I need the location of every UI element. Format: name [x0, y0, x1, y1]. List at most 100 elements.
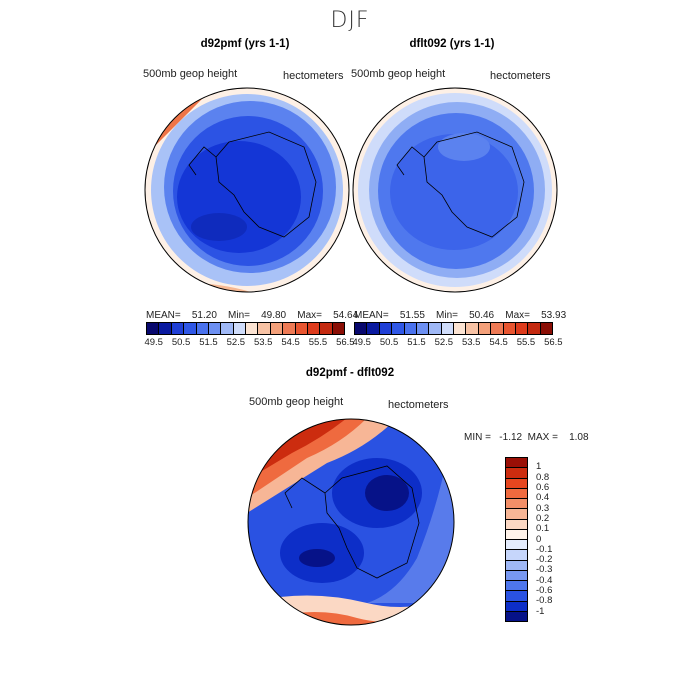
panel2-colorbar-swatch	[441, 323, 454, 334]
panel2-colorbar-swatch	[392, 323, 405, 334]
panel2-colorbar-tick-label: 56.5	[544, 337, 563, 348]
panel3-colorbar-label: 0.8	[536, 471, 550, 483]
panel3-low-west-core	[299, 549, 335, 567]
panel3-colorbar-label: 0	[536, 533, 542, 545]
panel3-colorbar-labels: 1 0.8 0.6 0.4 0.3 0.2 0.1 0 -0.1 -0.2 -0.3 -0.4 -0.6…	[536, 457, 576, 627]
panel1-colorbar-swatch	[270, 323, 284, 334]
panel2-ridge	[438, 133, 490, 161]
panel3-colorbar-swatch	[506, 488, 527, 499]
panel3-colorbar-swatch	[506, 540, 527, 551]
panel2-colorbar	[354, 322, 553, 335]
panel2-colorbar-swatch	[416, 323, 430, 334]
panel2-colorbar-swatch	[540, 323, 552, 334]
panel1-colorbar-swatch	[332, 323, 344, 334]
panel2-colorbar-swatch	[367, 323, 380, 334]
panel2-low	[390, 134, 518, 250]
panel1-colorbar-tick-label: 51.5	[199, 337, 218, 348]
panel1-colorbar-tick-label: 55.5	[308, 337, 328, 348]
panel2-colorbar-swatch	[404, 323, 417, 334]
panel3-peninsula	[284, 477, 326, 509]
panel2-colorbar-swatch	[515, 323, 529, 334]
panel1-colorbar	[146, 322, 345, 335]
panel3-colorbar-swatch	[506, 468, 527, 479]
panel3-colorbar	[505, 457, 528, 622]
panel1-deep-low	[191, 213, 247, 241]
panel2-colorbar-tick-label: 54.5	[489, 337, 508, 348]
panel2-mean: 51.55	[399, 310, 425, 321]
panel3-colorbar-label: 0.6	[536, 481, 550, 493]
panel1-map-border	[144, 87, 350, 293]
panel2-colorbar-tick-label: 53.5	[461, 337, 481, 348]
panel3-colorbar-swatch	[506, 478, 527, 489]
panel2-subtitle-left: 500mb geop height	[351, 68, 446, 80]
panel1-antarctica-outline	[215, 131, 317, 238]
panel2-colorbar-swatch	[454, 323, 467, 334]
panel3-colorbar-label: -1	[536, 605, 545, 617]
panel3-colorbar-swatch	[506, 458, 527, 469]
figure-title: DJF	[330, 8, 370, 33]
panel1-colorbar-ticks: 49.5 50.5 51.5 52.5 53.5 54.5 55.5 56.5	[140, 337, 359, 348]
panel3-min: -1.12	[499, 432, 523, 443]
panel2-colorbar-tick-label: 51.5	[407, 337, 426, 348]
panel3-subtitle-left: 500mb geop height	[249, 396, 344, 408]
panel1-min: 49.80	[261, 310, 287, 321]
panel1-colorbar-swatch	[208, 323, 222, 334]
panel3-colorbar-swatch	[506, 601, 527, 612]
panel3-min-label: MIN =	[464, 432, 491, 443]
panel2-colorbar-tick-label: 50.5	[379, 337, 399, 348]
panel3-colorbar-label: -0.3	[536, 564, 553, 576]
panel3-stats: MIN = -1.12 MAX = 1.08	[464, 432, 589, 443]
panel1-max: 54.64	[333, 310, 359, 321]
panel3-colorbar-swatch	[506, 509, 527, 520]
panel1-max-label: Max=	[297, 310, 322, 321]
panel1-colorbar-swatch	[258, 323, 271, 334]
panel3-lighter-east	[367, 458, 454, 603]
panel3-low-east-core	[365, 475, 409, 511]
panel2-subtitle-right: hectometers	[490, 70, 551, 82]
panel3-colorbar-label: 0.3	[536, 502, 550, 514]
panel2-max: 53.93	[541, 310, 567, 321]
panel3-colorbar-label: 0.2	[536, 512, 550, 524]
panel2-colorbar-ticks: 49.5 50.5 51.5 52.5 53.5 54.5 55.5 56.5	[348, 337, 567, 348]
panel2-colorbar-swatch	[429, 323, 442, 334]
panel1-subtitle-right: hectometers	[283, 70, 344, 82]
panel1-colorbar-tick-label: 56.5	[336, 337, 355, 348]
panel1-colorbar-swatch	[147, 323, 160, 334]
panel3-max-label: MAX =	[527, 432, 558, 443]
panel2-colorbar-swatch	[379, 323, 393, 334]
panel1-min-label: Min=	[228, 310, 250, 321]
panel1-colorbar-swatch	[221, 323, 234, 334]
panel1-colorbar-swatch	[184, 323, 197, 334]
panel2-colorbar-swatch	[528, 323, 541, 334]
panel3-max: 1.08	[569, 432, 589, 443]
panel2-colorbar-tick-label: 52.5	[434, 337, 454, 348]
panel1-colorbar-tick-label: 54.5	[281, 337, 300, 348]
panel3-colorbar-swatch	[506, 591, 527, 602]
panel2-peninsula	[396, 146, 425, 176]
panel1-peninsula	[188, 146, 217, 176]
panel3-colorbar-swatch	[506, 519, 527, 530]
panel1-colorbar-swatch	[307, 323, 321, 334]
panel3-colorbar-label: 1	[536, 461, 542, 473]
panel1-colorbar-swatch	[233, 323, 246, 334]
panel2-colorbar-swatch	[491, 323, 504, 334]
panel2-map	[352, 87, 558, 293]
panel1-colorbar-tick-label: 53.5	[253, 337, 273, 348]
panel3-colorbar-label: -0.6	[536, 585, 553, 597]
panel2-min-label: Min=	[436, 310, 458, 321]
panel3-colorbar-swatch	[506, 560, 527, 571]
panel3-colorbar-swatch	[506, 581, 527, 592]
panel3-colorbar-swatch	[506, 529, 527, 540]
panel2-title: dflt092 (yrs 1-1)	[409, 38, 495, 50]
panel1-colorbar-tick-label: 50.5	[171, 337, 191, 348]
panel3-map-border	[247, 418, 455, 626]
panel2-antarctica-outline	[423, 131, 525, 238]
panel3-colorbar-label: 0.1	[536, 523, 550, 535]
panel1-subtitle-left: 500mb geop height	[143, 68, 238, 80]
panel2-colorbar-swatch	[466, 323, 479, 334]
panel3-colorbar-label: -0.4	[536, 574, 553, 586]
panel3-subtitle-right: hectometers	[388, 399, 449, 411]
panel2-stats: MEAN= 51.55 Min= 50.46 Max= 53.93	[354, 310, 566, 321]
panel3-colorbar-label: -0.8	[536, 595, 553, 607]
panel1-colorbar-swatch	[295, 323, 308, 334]
